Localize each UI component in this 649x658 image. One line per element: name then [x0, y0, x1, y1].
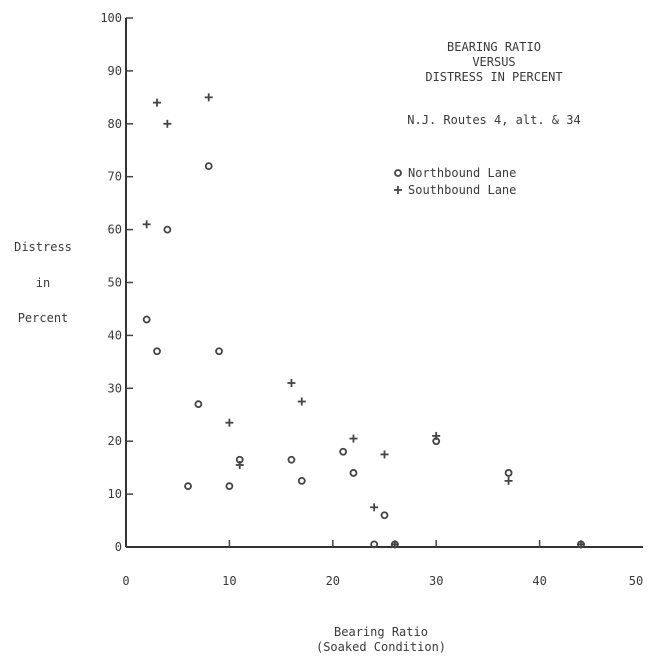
northbound-lane-point: [194, 400, 203, 409]
title-line-3: DISTRESS IN PERCENT: [425, 70, 562, 84]
legend-southbound-marker: [394, 186, 402, 194]
y-tick-label: 0: [115, 540, 122, 554]
y-tick-label: 70: [108, 170, 122, 184]
southbound-lane-point: [163, 119, 172, 128]
southbound-lane-point: [287, 379, 296, 388]
northbound-lane-point: [297, 476, 306, 485]
chart-subtitle: N.J. Routes 4, alt. & 34: [407, 113, 580, 127]
northbound-lane-point: [184, 482, 192, 491]
northbound-lane-point: [287, 455, 296, 464]
northbound-lane-point: [349, 469, 358, 477]
northbound-lane-point: [204, 162, 213, 171]
legend: Northbound Lane Southbound Lane: [394, 166, 516, 197]
y-axis-title-line-2: in: [36, 276, 50, 290]
northbound-lane-point: [153, 347, 161, 356]
northbound-lane-point: [370, 540, 379, 549]
northbound-lane-point: [163, 225, 172, 234]
ticks: 0 10 20 30 40 50 60 70 80 90 100 0 10 20 30 40 50: [100, 11, 643, 588]
northbound-lane-point: [339, 447, 348, 456]
y-tick-label: 30: [108, 381, 122, 395]
y-tick-label: 100: [100, 11, 122, 25]
chart-title: BEARING RATIO VERSUS DISTRESS IN PERCENT…: [407, 40, 580, 127]
southbound-lane-point: [349, 434, 358, 443]
y-tick-label: 40: [108, 328, 122, 342]
title-line-2: VERSUS: [472, 55, 515, 69]
northbound-lane-point: [504, 469, 513, 477]
southbound-lane-point: [142, 220, 151, 229]
southbound-lane-point: [204, 93, 213, 102]
northbound-lane-point: [380, 511, 389, 520]
x-tick-label: 20: [326, 574, 340, 588]
southbound-lane-point: [390, 540, 399, 549]
x-tick-label: 40: [532, 574, 546, 588]
southbound-lane-point: [576, 540, 585, 549]
x-tick-label: 50: [629, 574, 643, 588]
northbound-lane-point: [215, 347, 223, 356]
y-tick-label: 60: [108, 223, 122, 237]
southbound-lane-point: [504, 476, 513, 485]
y-axis-title: Distress in Percent: [14, 240, 72, 325]
southbound-lane-point: [432, 431, 441, 440]
legend-southbound-label: Southbound Lane: [408, 183, 516, 197]
southbound-lane-point: [153, 98, 162, 107]
x-axis-title-line-2: (Soaked Condition): [316, 640, 446, 654]
southbound-lane-point: [297, 397, 306, 406]
northbound-lane-point: [142, 315, 151, 324]
y-tick-label: 80: [108, 117, 122, 131]
axes: [125, 18, 643, 548]
y-tick-label: 90: [108, 64, 122, 78]
x-tick-label: 30: [429, 574, 443, 588]
legend-northbound-marker: [394, 169, 402, 177]
x-axis-title-line-1: Bearing Ratio: [334, 625, 428, 639]
southbound-lane-point: [380, 450, 389, 459]
y-tick-label: 50: [108, 276, 122, 290]
y-tick-label: 20: [108, 434, 122, 448]
x-tick-label: 0: [122, 574, 129, 588]
y-axis-title-line-3: Percent: [18, 311, 69, 325]
data-points: [142, 93, 585, 549]
southbound-lane-point: [370, 503, 379, 512]
southbound-lane-point: [235, 461, 244, 470]
southbound-lane-point: [225, 418, 234, 427]
legend-northbound-label: Northbound Lane: [408, 166, 516, 180]
x-tick-label: 10: [222, 574, 236, 588]
y-axis-title-line-1: Distress: [14, 240, 72, 254]
y-tick-label: 10: [108, 487, 122, 501]
x-axis-title: Bearing Ratio (Soaked Condition): [316, 625, 446, 654]
title-line-1: BEARING RATIO: [447, 40, 541, 54]
northbound-lane-point: [225, 482, 234, 491]
